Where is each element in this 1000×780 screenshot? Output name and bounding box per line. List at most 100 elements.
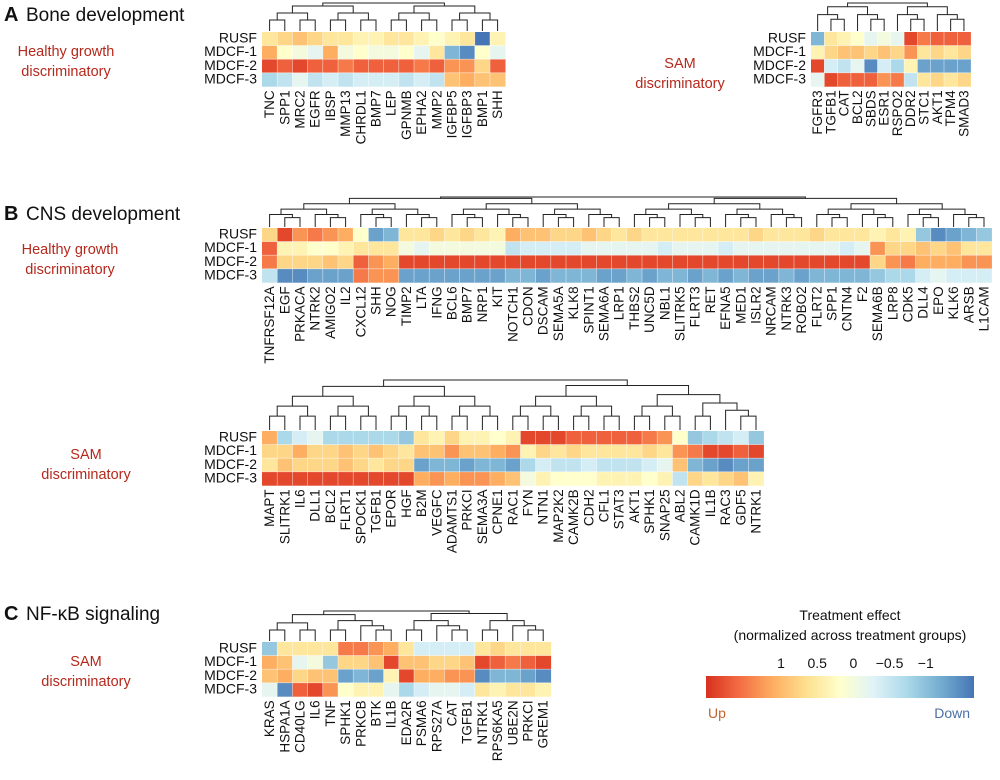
heatmap-cell — [262, 682, 278, 697]
heatmap-cell — [915, 241, 932, 256]
heatmap-cell — [839, 228, 856, 242]
dendrogram-branch — [269, 213, 293, 227]
dendrogram-branch — [398, 12, 430, 20]
heatmap-cell — [611, 444, 628, 459]
column-label: CPNE1 — [490, 489, 505, 534]
heatmap-cell — [850, 45, 865, 60]
heatmap-cell — [474, 682, 491, 697]
heatmap-cell — [474, 268, 491, 283]
heatmap-cell — [917, 45, 931, 60]
column-label: EPO — [931, 286, 946, 315]
column-label: FLRT2 — [809, 286, 824, 327]
heatmap-cell — [811, 59, 825, 74]
heatmap-cell — [930, 45, 945, 60]
heatmap-cell — [262, 268, 278, 283]
heatmap-cell — [505, 444, 521, 459]
heatmap-cell — [444, 642, 460, 656]
heatmap-cell — [520, 228, 536, 242]
heatmap-cell — [535, 444, 552, 459]
heatmap-cell — [429, 241, 445, 256]
heatmap-cell — [262, 655, 278, 670]
heatmap-cell — [535, 458, 552, 473]
heatmap-cell — [277, 655, 293, 670]
column-label: CDK5 — [901, 286, 916, 322]
heatmap-cell — [930, 241, 947, 256]
dendrogram-branch — [736, 208, 784, 215]
column-label: NOG — [384, 286, 399, 317]
column-label: MAPT — [262, 489, 277, 527]
legend-tick-label: 0 — [850, 655, 858, 671]
column-label: ADAMTS1 — [445, 489, 460, 553]
heatmap-cell — [490, 72, 506, 87]
heatmap-cell — [733, 241, 749, 256]
heatmap-cell — [398, 32, 415, 46]
heatmap-cell — [718, 458, 734, 473]
column-label: NBL1 — [657, 286, 672, 320]
dendrogram-branch — [451, 415, 468, 430]
dendrogram-branch — [588, 213, 613, 227]
dendrogram-branch — [497, 213, 521, 227]
heatmap-cell — [626, 458, 643, 473]
heatmap-cell — [626, 255, 643, 270]
heatmap-cell — [277, 32, 293, 46]
dendrogram-branch — [451, 19, 468, 31]
panel-c-letter: C — [4, 603, 18, 625]
heatmap-cell — [292, 59, 308, 74]
heatmap-cell — [904, 32, 918, 46]
heatmap-cell — [748, 241, 764, 256]
heatmap-cell — [794, 268, 810, 283]
heatmap-cell — [368, 45, 384, 60]
dendrogram-branch — [922, 217, 939, 227]
heatmap-cell — [566, 458, 582, 473]
column-label: NTRK3 — [779, 286, 794, 330]
heatmap-cell — [687, 431, 704, 445]
heatmap-cell — [459, 241, 476, 256]
legend-up-label: Up — [708, 705, 726, 721]
heatmap-cell — [307, 228, 324, 242]
heatmap-cell — [444, 458, 460, 473]
heatmap-cell — [292, 642, 308, 656]
heatmap-cell — [505, 669, 521, 684]
column-label: CXCL12 — [353, 286, 368, 337]
row-label: MDCF-2 — [204, 456, 257, 472]
heatmap-cell — [864, 32, 878, 46]
heatmap-cell — [490, 458, 506, 473]
panel-b-letter: B — [4, 203, 18, 225]
heatmap-cell — [277, 255, 293, 270]
dendrogram-branch — [850, 203, 943, 210]
heatmap-cell — [398, 241, 415, 256]
heatmap-cell — [322, 458, 339, 473]
column-label: SPP1 — [825, 286, 840, 321]
row-label: MDCF-1 — [204, 442, 257, 458]
heatmap-cell — [414, 32, 430, 46]
heatmap-cell — [307, 59, 324, 74]
heatmap-cell — [353, 471, 369, 486]
heatmap-cell — [611, 268, 628, 283]
column-label: NTRK1 — [749, 489, 764, 533]
heatmap-cell — [702, 255, 719, 270]
heatmap-cell — [429, 45, 445, 60]
heatmap-cell — [307, 642, 324, 656]
column-label: FLRT1 — [338, 489, 353, 530]
heatmap-cell — [748, 431, 764, 445]
heatmap-cell — [733, 458, 749, 473]
dendrogram-branch — [291, 395, 354, 407]
heatmap-cell — [398, 669, 415, 684]
heatmap-cell — [672, 471, 688, 486]
heatmap-cell — [733, 444, 749, 459]
dendrogram-branch — [580, 405, 613, 417]
heatmap-cell — [904, 72, 918, 87]
column-label: CDH2 — [581, 489, 596, 526]
column-label: STC1 — [917, 90, 932, 125]
heatmap-cell — [398, 458, 415, 473]
column-label: TGFB1 — [369, 489, 384, 533]
column-label: NTRK1 — [475, 700, 490, 744]
dendrogram-branch — [348, 197, 533, 204]
heatmap-cell — [262, 228, 278, 242]
heatmap-cell — [414, 228, 430, 242]
heatmap-cell — [398, 255, 415, 270]
column-label: NTRK2 — [308, 286, 323, 330]
heatmap-cell — [672, 458, 688, 473]
heatmap-cell — [322, 241, 339, 256]
